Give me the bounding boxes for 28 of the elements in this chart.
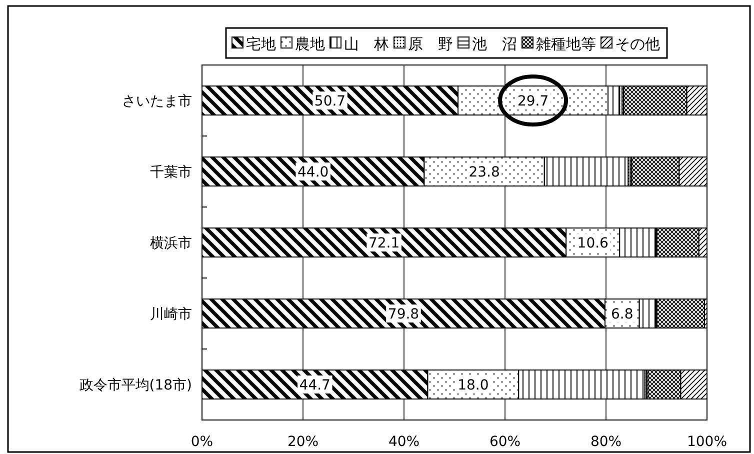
x-tick-label: 40%	[388, 434, 420, 450]
y-tick-label: 政令市平均(18市)	[79, 378, 192, 394]
y-tick-label: 川崎市	[150, 306, 192, 322]
y-tick-label: 千葉市	[150, 164, 192, 180]
x-tick-label: 100%	[686, 434, 728, 450]
legend-label: 池 沼	[472, 35, 517, 53]
legend-label: 原 野	[408, 35, 453, 53]
data-label: 23.8	[468, 164, 500, 180]
data-label: 50.7	[314, 94, 346, 110]
legend-label: その他	[615, 35, 660, 53]
data-label: 79.8	[388, 306, 420, 322]
legend-label: 農地	[295, 35, 325, 53]
data-label: 44.0	[298, 164, 329, 180]
data-label: 44.7	[299, 378, 330, 394]
data-label: 29.7	[517, 94, 549, 110]
x-tick-label: 60%	[489, 434, 521, 450]
legend-label: 宅地	[246, 35, 276, 53]
data-label: 6.8	[611, 306, 634, 322]
legend-label: 雑種地等	[536, 35, 596, 53]
data-label: 72.1	[368, 236, 400, 252]
y-tick-label: さいたま市	[122, 94, 192, 110]
legend-label: 山 林	[344, 35, 389, 53]
x-tick-label: 0%	[190, 434, 214, 450]
x-tick-label: 80%	[590, 434, 622, 450]
x-tick-label: 20%	[287, 434, 319, 450]
y-tick-label: 横浜市	[150, 236, 192, 252]
data-label: 10.6	[577, 236, 609, 252]
data-label: 18.0	[458, 378, 489, 394]
